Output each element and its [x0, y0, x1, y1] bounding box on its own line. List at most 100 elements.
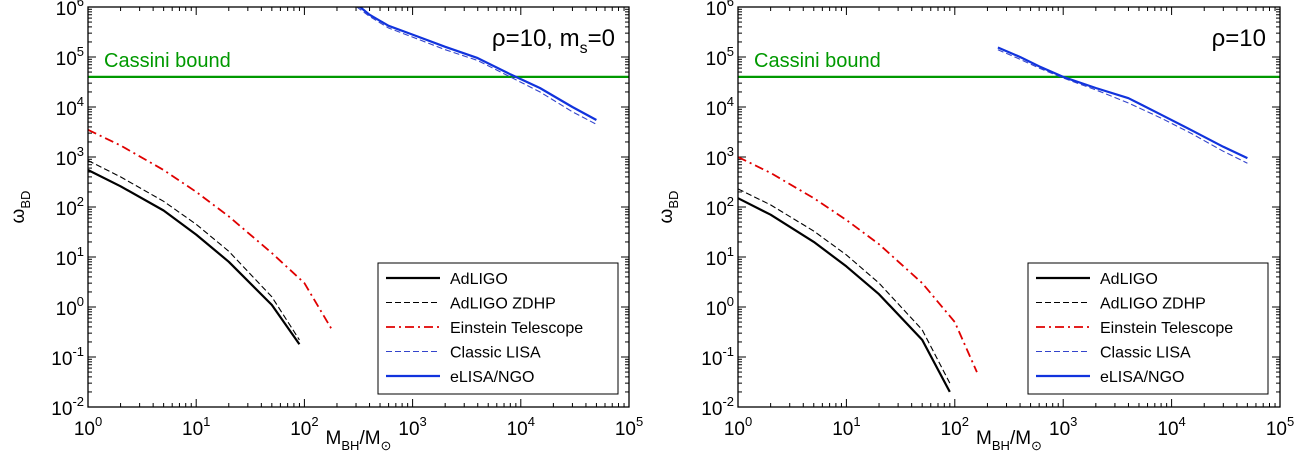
series-line-adligo — [738, 197, 951, 393]
y-tick-exponent: 2 — [727, 194, 734, 209]
y-tick-label: 103 — [56, 144, 84, 170]
y-tick-label: 10-1 — [701, 344, 734, 370]
x-tick-exponent: 2 — [962, 414, 969, 429]
y-tick-base: 10 — [701, 399, 722, 420]
y-tick-exponent: 4 — [727, 94, 734, 109]
annotation-main: ρ=10 — [1212, 25, 1266, 52]
y-tick-exponent: -1 — [72, 344, 84, 359]
x-tick-base: 10 — [1049, 419, 1070, 440]
x-axis-label-main: M — [976, 428, 992, 449]
x-tick-base: 10 — [74, 419, 95, 440]
y-tick-label: 100 — [56, 294, 84, 320]
y-tick-base: 10 — [51, 399, 72, 420]
x-tick-base: 10 — [1266, 419, 1287, 440]
y-tick-label: 102 — [706, 194, 734, 220]
x-axis-label-tail: /M — [1010, 428, 1031, 449]
x-axis-label: MBH/M⊙ — [326, 428, 392, 453]
y-tick-label: 106 — [56, 0, 84, 20]
y-tick-base: 10 — [56, 249, 77, 270]
y-tick-exponent: 5 — [77, 44, 84, 59]
x-tick-base: 10 — [507, 419, 528, 440]
y-tick-exponent: 1 — [727, 244, 734, 259]
x-tick-label: 103 — [1049, 414, 1077, 440]
x-tick-exponent: 0 — [745, 414, 752, 429]
x-tick-exponent: 1 — [853, 414, 860, 429]
y-tick-base: 10 — [706, 0, 727, 20]
legend-label: AdLIGO — [450, 271, 508, 288]
x-tick-base: 10 — [832, 419, 853, 440]
y-tick-base: 10 — [706, 99, 727, 120]
series-line-adligo — [88, 169, 301, 345]
y-axis-label-sub: BD — [18, 191, 33, 209]
y-tick-exponent: 3 — [77, 144, 84, 159]
y-tick-label: 102 — [56, 194, 84, 220]
y-axis-label-main: ω — [8, 208, 29, 223]
x-axis-label-sub: BH — [341, 438, 359, 453]
chart-panel-right: 100 101 102 103 104 10510-210-110010110210310… — [656, 0, 1294, 453]
y-tick-exponent: 5 — [727, 44, 734, 59]
y-tick-exponent: -2 — [722, 394, 734, 409]
series-line-einstein-telescope — [738, 156, 978, 373]
y-tick-base: 10 — [56, 49, 77, 70]
panel-annotation: ρ=10, ms=0 — [492, 25, 615, 57]
y-tick-base: 10 — [56, 199, 77, 220]
annotation-main: ρ=10, m — [492, 25, 580, 52]
series-line-adligo-zdhp — [88, 160, 300, 341]
series-line-elisa-ngo — [997, 46, 1248, 160]
annotation-post: =0 — [588, 25, 615, 52]
y-tick-exponent: 6 — [77, 0, 84, 9]
series-line-einstein-telescope — [88, 128, 333, 331]
y-tick-base: 10 — [706, 49, 727, 70]
series-line-classic-lisa — [356, 7, 597, 125]
y-tick-base: 10 — [56, 149, 77, 170]
x-tick-label: 102 — [941, 414, 969, 440]
y-axis-label-sub: BD — [666, 191, 681, 209]
x-tick-base: 10 — [1157, 419, 1178, 440]
panel-annotation: ρ=10 — [1212, 25, 1266, 52]
x-tick-base: 10 — [724, 419, 745, 440]
y-tick-base: 10 — [706, 249, 727, 270]
annotation-sub: s — [580, 40, 588, 57]
y-tick-base: 10 — [56, 99, 77, 120]
legend-label: Classic LISA — [450, 345, 541, 362]
y-tick-label: 10-1 — [51, 344, 84, 370]
y-tick-label: 101 — [706, 244, 734, 270]
cassini-bound-label: Cassini bound — [754, 50, 881, 72]
y-tick-base: 10 — [56, 299, 77, 320]
y-tick-base: 10 — [706, 199, 727, 220]
legend-label: AdLIGO ZDHP — [1100, 296, 1206, 313]
series-line-classic-lisa — [997, 49, 1248, 164]
x-tick-base: 10 — [941, 419, 962, 440]
y-tick-exponent: 6 — [727, 0, 734, 9]
y-tick-exponent: 3 — [727, 144, 734, 159]
legend: AdLIGO AdLIGO ZDHP Einstein Telescope Class… — [1027, 262, 1269, 395]
x-tick-base: 10 — [290, 419, 311, 440]
y-tick-label: 104 — [706, 94, 734, 120]
x-tick-label: 104 — [507, 414, 535, 440]
y-tick-label: 100 — [706, 294, 734, 320]
x-axis-label-tail-sub: ⊙ — [1031, 438, 1042, 453]
y-tick-label: 105 — [56, 44, 84, 70]
series-line-elisa-ngo — [358, 7, 597, 121]
y-tick-base: 10 — [706, 299, 727, 320]
y-axis-label-main: ω — [656, 208, 677, 223]
y-tick-exponent: 4 — [77, 94, 84, 109]
x-tick-exponent: 3 — [1070, 414, 1077, 429]
y-tick-label: 10-2 — [701, 394, 734, 420]
x-tick-label: 100 — [724, 414, 752, 440]
legend-box — [1027, 262, 1269, 395]
x-tick-base: 10 — [182, 419, 203, 440]
y-tick-exponent: 0 — [727, 294, 734, 309]
y-axis-label: ωBD — [656, 191, 681, 224]
legend-label: AdLIGO ZDHP — [450, 296, 556, 313]
plot-frame — [87, 6, 630, 408]
legend-label: AdLIGO — [1100, 271, 1158, 288]
y-tick-exponent: 1 — [77, 244, 84, 259]
legend-box — [377, 262, 619, 395]
x-tick-label: 100 — [74, 414, 102, 440]
legend-label: Einstein Telescope — [1100, 320, 1233, 337]
x-tick-label: 104 — [1157, 414, 1185, 440]
x-tick-exponent: 4 — [528, 414, 535, 429]
legend-label: Classic LISA — [1100, 345, 1191, 362]
